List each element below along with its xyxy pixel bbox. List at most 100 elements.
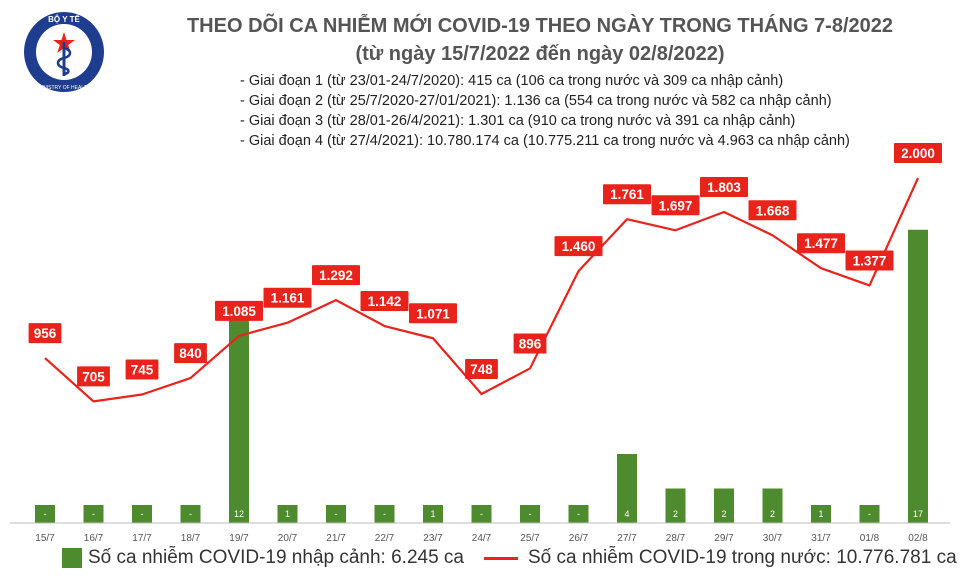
- bar-29/7: [714, 488, 734, 523]
- line-value-label-box: [360, 291, 409, 312]
- bar-value-label: -: [529, 509, 532, 519]
- phase-note-3: - Giai đoạn 3 (từ 28/01-26/4/2021): 1.30…: [240, 113, 796, 129]
- x-tick-label: 31/7: [811, 533, 831, 544]
- line-value-label: 1.142: [360, 291, 409, 312]
- line-value-label-box: [174, 343, 207, 364]
- legend-swatch-bar: [62, 548, 82, 568]
- bar-value-label: -: [577, 509, 580, 519]
- line-value-label-text: 956: [34, 326, 57, 341]
- line-value-label-box: [465, 358, 498, 379]
- line-value-label: 745: [125, 359, 159, 380]
- bar-value-label: 4: [624, 509, 629, 519]
- line-value-label-text: 745: [131, 362, 154, 377]
- line-value-label: 1.761: [603, 184, 651, 205]
- legend-swatch-line: [484, 556, 518, 560]
- axis-layer: 15/7 16/7 17/7 18/7 19/7 20/7 21/7 22/7 23/7 24/7…: [10, 522, 950, 544]
- line-value-label: 1.477: [797, 233, 845, 254]
- bars-layer: [35, 229, 928, 523]
- bar-value-label: 12: [234, 509, 244, 519]
- line-value-label-text: 1.697: [659, 198, 693, 213]
- line-value-label-box: [603, 184, 651, 205]
- x-tick-label: 16/7: [84, 533, 104, 544]
- line-value-label-box: [77, 366, 110, 387]
- line-value-label: 956: [28, 323, 62, 344]
- line-value-label-text: 1.292: [319, 268, 353, 283]
- line-value-label: 1.071: [409, 303, 457, 324]
- bar-value-label: -: [189, 509, 192, 519]
- line-value-label-text: 840: [179, 346, 202, 361]
- line-value-label-box: [513, 333, 547, 354]
- line-value-label: 840: [174, 343, 207, 364]
- line-value-label: 1.460: [554, 236, 603, 257]
- bar-value-label: -: [480, 509, 483, 519]
- bar-value-label: -: [335, 509, 338, 519]
- line-value-label-text: 1.071: [416, 306, 450, 321]
- x-tick-label: 15/7: [35, 533, 55, 544]
- phase-note-1: - Giai đoạn 1 (từ 23/01-24/7/2020): 415 …: [240, 73, 784, 89]
- line-value-label: 1.697: [651, 195, 700, 216]
- ministry-of-health-emblem-icon: BỘ Y TẾ MINISTRY OF HEALTH: [24, 12, 104, 92]
- chart-title: THEO DÕI CA NHIỄM MỚI COVID-19 THEO NGÀY…: [186, 15, 894, 37]
- x-tick-label: 26/7: [569, 533, 589, 544]
- bar-value-label: -: [92, 509, 95, 519]
- x-tick-label: 18/7: [181, 533, 201, 544]
- x-tick-label: 22/7: [375, 533, 395, 544]
- bar-value-label: -: [868, 509, 871, 519]
- bar-value-label: 2: [673, 509, 678, 519]
- line-value-label-box: [700, 176, 748, 197]
- legend-label-imported: Số ca nhiễm COVID-19 nhập cảnh: 6.245 ca: [88, 547, 465, 568]
- bar-17/7: [132, 505, 152, 523]
- line-value-label-text: 1.377: [853, 253, 887, 268]
- bar-value-label: 17: [913, 509, 923, 519]
- phase-note-4: - Giai đoạn 4 (từ 27/4/2021): 10.780.174…: [240, 133, 850, 149]
- x-tick-label: 17/7: [132, 533, 152, 544]
- x-tick-label: 23/7: [423, 533, 443, 544]
- line-layer: [44, 177, 920, 403]
- bar-30/7: [762, 488, 783, 523]
- line-value-label-text: 2.000: [901, 146, 935, 161]
- bar-26/7: [568, 505, 589, 523]
- bar-23/7: [423, 505, 443, 523]
- chart-subtitle: (từ ngày 15/7/2022 đến ngày 02/8/2022): [355, 43, 725, 65]
- line-value-label-text: 1.085: [222, 304, 256, 319]
- line-value-label-box: [28, 323, 62, 344]
- bar-15/7: [35, 505, 55, 523]
- bar-31/7: [811, 505, 831, 523]
- line-value-label-box: [797, 233, 845, 254]
- legend-label-domestic: Số ca nhiễm COVID-19 trong nước: 10.776.…: [528, 547, 957, 568]
- line-value-label: 1.292: [312, 265, 360, 286]
- line-value-label-box: [263, 287, 312, 308]
- phase-note-2: - Giai đoạn 2 (từ 25/7/2020-27/01/2021):…: [240, 93, 832, 109]
- legend-item-domestic: Số ca nhiễm COVID-19 trong nước: 10.776.…: [484, 547, 957, 569]
- x-tick-label: 28/7: [666, 533, 686, 544]
- line-value-label-text: 748: [470, 362, 493, 377]
- line-value-label: 1.803: [700, 176, 748, 197]
- line-value-label-box: [748, 200, 797, 221]
- line-value-label-box: [409, 303, 457, 324]
- legend: Số ca nhiễm COVID-19 nhập cảnh: 6.245 ca…: [0, 545, 960, 573]
- bar-16/7: [83, 505, 104, 523]
- line-value-label: 1.668: [748, 200, 797, 221]
- bar-25/7: [520, 505, 540, 523]
- line-value-label-text: 1.142: [368, 294, 402, 309]
- phase-notes: - Giai đoạn 1 (từ 23/01-24/7/2020): 415 …: [240, 71, 850, 151]
- bar-value-label: -: [383, 509, 386, 519]
- bar-value-label: -: [141, 509, 144, 519]
- line-value-label: 1.377: [845, 250, 894, 271]
- line-value-label: 748: [465, 358, 498, 379]
- line-value-label: 896: [513, 333, 547, 354]
- bar-22/7: [374, 505, 395, 523]
- bar-24/7: [471, 505, 492, 523]
- emblem-text-bottom: MINISTRY OF HEALTH: [38, 85, 91, 91]
- line-value-label: 1.085: [215, 300, 263, 321]
- x-tick-label: 21/7: [326, 533, 346, 544]
- bar-01/8: [859, 505, 880, 523]
- emblem-text-top: BỘ Y TẾ: [48, 14, 80, 24]
- x-tick-label: 01/8: [860, 533, 880, 544]
- line-value-label-box: [125, 359, 159, 380]
- bar-19/7: [229, 316, 249, 523]
- bar-value-label: 2: [721, 509, 726, 519]
- x-tick-label: 29/7: [714, 533, 734, 544]
- line-value-label-text: 1.668: [756, 203, 790, 218]
- line-value-label-box: [651, 195, 700, 216]
